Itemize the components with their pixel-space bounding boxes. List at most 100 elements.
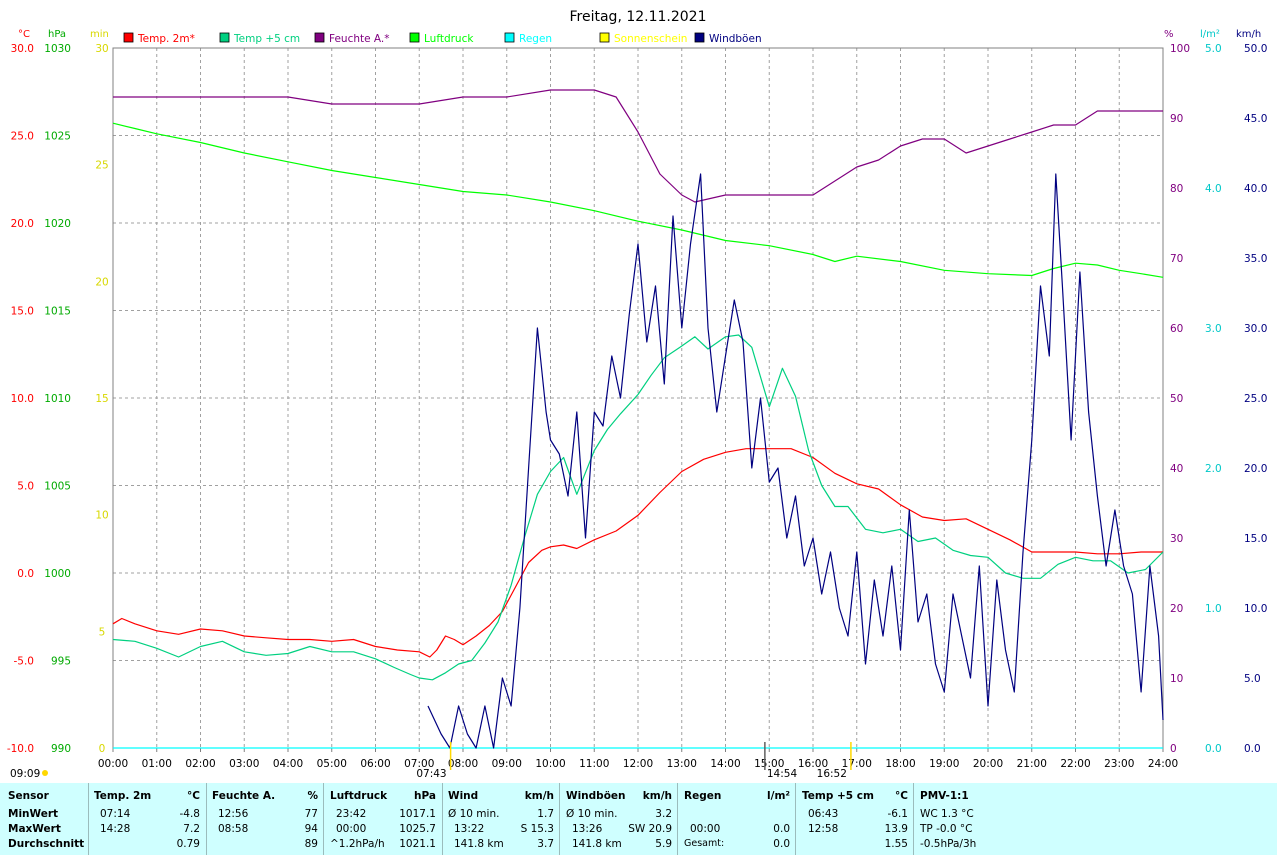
x-tick-label: 05:00 [317,758,347,770]
max-row-label: MaxWert [8,823,61,835]
humidity-avg-value: 89 [304,838,318,850]
temp-tick-label: 30.0 [11,43,34,55]
x-tick-label: 13:00 [667,758,697,770]
temp5cm-column: Temp +5 cm °C 06:43 -6.1 12:58 13.9 1.55 [802,783,908,855]
temp5cm-header: Temp +5 cm [802,790,874,802]
legend-swatch [504,32,515,43]
legend-swatch [314,32,325,43]
statistics-table: Sensor MinWert MaxWert Durchschnitt Temp… [0,783,1277,855]
gust-min-avg-label: Ø 10 min. [566,808,618,820]
pressure-tick-label: 1010 [44,393,71,405]
gust-header: Windböen [566,790,626,802]
humidity-header: Feuchte A. [212,790,276,802]
temp5cm-max-time: 12:58 [808,823,839,835]
pressure-tick-label: 1000 [44,568,71,580]
pmv-header: PMV-1:1 [920,790,969,802]
wind-tick-label: 5.0 [1244,673,1261,685]
gust-max-value: SW 20.9 [628,823,672,835]
sunshine-tick-label: 20 [95,276,108,288]
temp-unit: °C [187,790,200,802]
pressure-max-time: 00:00 [336,823,367,835]
wind-tick-label: 40.0 [1244,183,1267,195]
sensor-header: Sensor [8,790,49,802]
wind-tick-label: 10.0 [1244,603,1267,615]
temp-unit-label: °C [18,29,30,40]
humidity-unit-label: % [1164,29,1174,40]
sensor-column: Sensor MinWert MaxWert Durchschnitt [8,783,88,855]
sunshine-tick-label: 15 [95,393,108,405]
x-tick-label: 07:00 [404,758,434,770]
time-marker-label: 09:09 [10,768,40,780]
sunshine-tick-label: 25 [95,160,108,172]
temp5cm-min-value: -6.1 [887,808,909,820]
pmv-dewpoint: TP -0.0 °C [920,823,973,835]
x-tick-label: 15:00 [754,758,784,770]
humidity-max-value: 94 [304,823,318,835]
x-tick-label: 24:00 [1148,758,1178,770]
pressure-tick-label: 990 [51,743,71,755]
sunshine-unit-label: min [90,29,109,40]
time-marker-label: 14:54 [767,768,798,780]
pressure-tick-label: 1005 [44,481,71,493]
pressure-min-time: 23:42 [336,808,367,820]
temp-min-value: -4.8 [179,808,201,820]
left-axes: 30.025.020.015.010.05.00.0-5.0-10.010301… [7,43,109,755]
rain-max-value: 0.0 [773,823,790,835]
temp-max-value: 7.2 [183,823,200,835]
temp-tick-label: -5.0 [14,656,35,668]
pressure-trend: ^1.2hPa/h [330,838,385,850]
col-separator [559,783,560,855]
rain-unit-label: l/m² [1200,29,1220,40]
col-separator [677,783,678,855]
series-temp-5-cm [112,334,1164,681]
humidity-tick-label: 60 [1170,323,1183,335]
col-separator [206,783,207,855]
avg-row-label: Durchschnitt [8,838,85,850]
gust-min-value: 3.2 [655,808,672,820]
rain-tick-label: 4.0 [1205,183,1222,195]
x-tick-label: 21:00 [1017,758,1047,770]
wind-min-avg-label: Ø 10 min. [448,808,500,820]
col-separator [442,783,443,855]
gust-distance: 141.8 km [572,838,622,850]
temp5cm-max-value: 13.9 [884,823,908,835]
wind-max-time: 13:22 [454,823,485,835]
temp5cm-avg-value: 1.55 [884,838,908,850]
right-axes: 10090807060504030201005.04.03.02.01.00.0… [1170,43,1267,755]
humidity-column: Feuchte A. % 12:56 77 08:58 94 89 [212,783,318,855]
wind-unit-label: km/h [1236,29,1261,40]
legend-label: Luftdruck [424,33,474,45]
temp-avg-value: 0.79 [176,838,200,850]
rain-tick-label: 3.0 [1205,323,1222,335]
wind-avg-value: 3.7 [537,838,554,850]
chart-title: Freitag, 12.11.2021 [570,9,707,25]
weather-chart: Freitag, 12.11.2021 Temp. 2m* Temp +5 cm F… [6,9,1268,780]
wind-tick-label: 35.0 [1244,253,1267,265]
pressure-header: Luftdruck [330,790,388,802]
temp-header: Temp. 2m [94,790,152,802]
x-tick-label: 11:00 [579,758,609,770]
min-row-label: MinWert [8,808,59,820]
temp-tick-label: 15.0 [11,306,34,318]
x-axis: 00:00 01:00 02:00 03:00 04:00 05:00 06:00 07:00… [98,748,1178,770]
series-temp-2m [112,448,1163,658]
humidity-tick-label: 100 [1170,43,1190,55]
pressure-min-value: 1017.1 [399,808,436,820]
pressure-tick-label: 1025 [44,131,71,143]
legend-swatch [123,32,134,43]
col-separator [323,783,324,855]
legend-label: Temp +5 cm [233,33,300,45]
rain-tick-label: 2.0 [1205,463,1222,475]
pressure-tick-label: 1020 [44,218,71,230]
x-tick-label: 04:00 [273,758,303,770]
x-tick-label: 00:00 [98,758,128,770]
legend-label: Feuchte A.* [329,33,390,45]
axis-unit-labels: °C hPa min % l/m² km/h [18,29,1261,40]
pressure-column: Luftdruck hPa 23:42 1017.1 00:00 1025.7 … [330,783,436,855]
sun-marker-dot [42,770,48,776]
gust-max-time: 13:26 [572,823,603,835]
humidity-tick-label: 10 [1170,673,1183,685]
x-tick-label: 17:00 [842,758,872,770]
series-feuchte-a [113,89,1163,203]
legend-label: Temp. 2m* [137,33,195,45]
